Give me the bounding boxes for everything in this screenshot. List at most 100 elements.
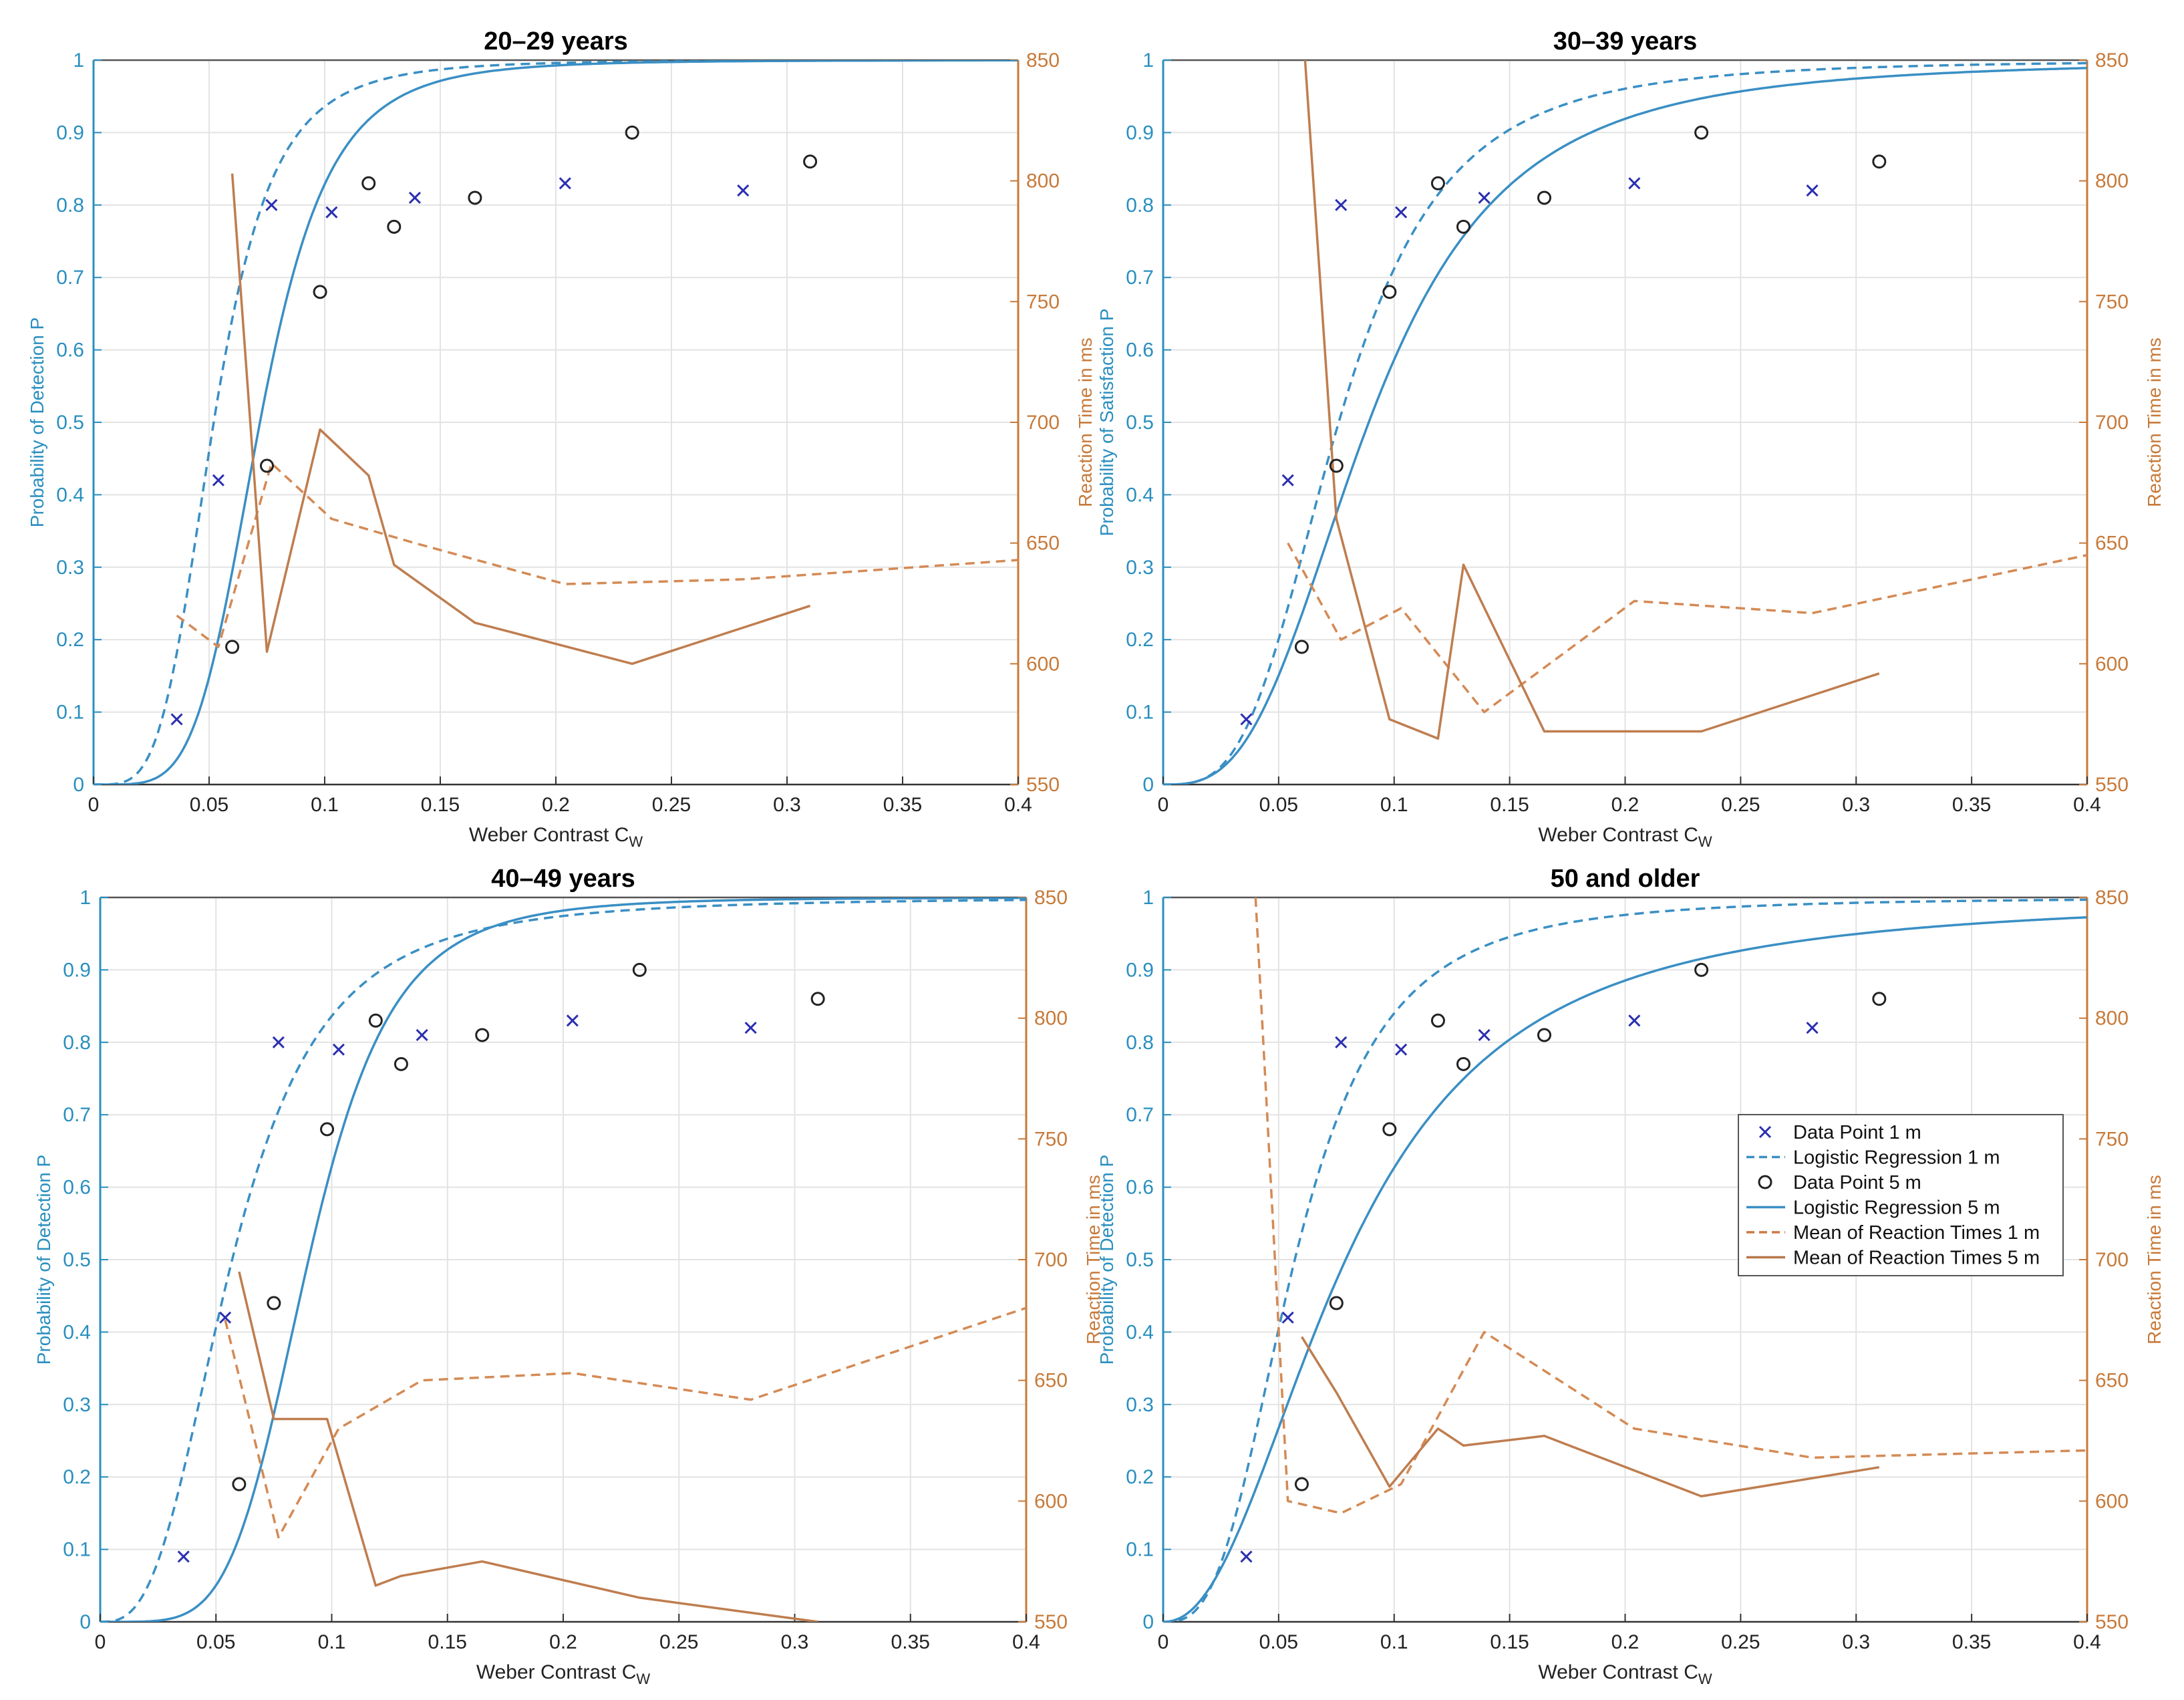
x-axis-label-main: Weber Contrast C bbox=[1538, 1661, 1698, 1683]
x-tick-label: 0.35 bbox=[1952, 794, 1991, 816]
data-point-1m-marker bbox=[1281, 1311, 1294, 1324]
x-tick-label: 0.25 bbox=[1721, 1631, 1760, 1653]
y2-tick-label: 800 bbox=[1034, 1008, 1068, 1030]
x-tick-label: 0.3 bbox=[1842, 1631, 1870, 1653]
data-point-5m-marker bbox=[1382, 285, 1397, 299]
y2-tick-label: 750 bbox=[2095, 291, 2129, 313]
x-tick-label: 0.25 bbox=[659, 1631, 698, 1653]
data-point-5m-marker bbox=[1694, 125, 1709, 140]
data-point-1m-marker bbox=[1806, 1022, 1819, 1034]
y-tick-label: 0.4 bbox=[56, 484, 84, 506]
y-tick-label: 0.5 bbox=[1126, 1249, 1154, 1271]
y-tick-label: 0.2 bbox=[1126, 1466, 1154, 1488]
x-tick-label: 0.05 bbox=[1259, 1631, 1298, 1653]
data-point-5m-marker bbox=[468, 190, 482, 205]
data-point-5m-marker bbox=[1430, 176, 1445, 190]
y2-axis-label: Reaction Time in ms bbox=[2144, 337, 2165, 507]
x-tick-label: 0.25 bbox=[652, 794, 691, 816]
y-axis-label: Probability of Detection P bbox=[1096, 1155, 1117, 1365]
data-point-1m-marker bbox=[559, 177, 571, 190]
data-point-5m-marker bbox=[1872, 992, 1887, 1006]
chart-title: 50 and older bbox=[1551, 865, 1700, 893]
data-point-1m-marker bbox=[1395, 1043, 1408, 1056]
data-point-5m-marker bbox=[1294, 1477, 1309, 1492]
y-tick-label: 0.9 bbox=[1126, 959, 1154, 981]
x-axis-label: Weber Contrast CW bbox=[476, 1661, 651, 1687]
y-tick-label: 0.8 bbox=[56, 194, 84, 217]
y-tick-label: 0.3 bbox=[63, 1394, 91, 1416]
y-tick-label: 0.5 bbox=[56, 412, 84, 434]
x-axis-label-main: Weber Contrast C bbox=[469, 824, 629, 846]
x-tick-label: 0.4 bbox=[2073, 794, 2101, 816]
chart-panel-2: 0 0.05 0.1 0.15 0.2 0.25 0.3 0.35 0.4 0 0.1 0.2 0.3 0… bbox=[1096, 27, 2165, 850]
y-tick-label: 0.6 bbox=[56, 339, 84, 362]
reaction-time-5m-line bbox=[238, 1271, 818, 1622]
y-tick-label: 0.1 bbox=[56, 702, 84, 724]
x-tick-label: 0 bbox=[95, 1631, 106, 1653]
y-tick-label: 0.6 bbox=[63, 1177, 91, 1199]
legend-label: Mean of Reaction Times 1 m bbox=[1793, 1222, 2040, 1244]
legend-label: Data Point 1 m bbox=[1793, 1122, 1921, 1143]
data-point-1m-marker bbox=[416, 1028, 428, 1042]
y2-axis-label: Reaction Time in ms bbox=[1083, 1175, 1104, 1344]
x-tick-label: 0.4 bbox=[2073, 1631, 2101, 1653]
data-point-1m-marker bbox=[1281, 474, 1294, 486]
x-tick-label: 0.2 bbox=[549, 1631, 577, 1653]
data-point-1m-marker bbox=[737, 184, 750, 197]
x-tick-label: 0.3 bbox=[1842, 794, 1870, 816]
x-axis-label: Weber Contrast CW bbox=[1538, 1661, 1712, 1687]
y2-tick-label: 850 bbox=[1034, 887, 1068, 909]
x-axis-label-subscript: W bbox=[636, 1671, 650, 1687]
y2-tick-label: 700 bbox=[1026, 412, 1060, 434]
data-point-5m-marker bbox=[260, 458, 274, 473]
legend: Data Point 1 m Logistic Regression 1 m Dat… bbox=[1738, 1114, 2064, 1276]
reaction-time-1m-line bbox=[224, 1306, 1026, 1539]
y-tick-label: 0.3 bbox=[56, 557, 84, 579]
legend-label: Logistic Regression 5 m bbox=[1793, 1197, 2000, 1219]
y2-tick-label: 600 bbox=[2095, 653, 2129, 675]
data-point-5m-marker bbox=[1456, 1056, 1470, 1071]
y-tick-label: 0 bbox=[1142, 1611, 1154, 1633]
y-tick-label: 0.7 bbox=[1126, 267, 1154, 289]
data-point-5m-marker bbox=[368, 1013, 383, 1028]
x-tick-label: 0.05 bbox=[196, 1631, 235, 1653]
data-point-5m-marker bbox=[1294, 640, 1309, 654]
data-point-1m-marker bbox=[1628, 177, 1641, 190]
y-tick-label: 1 bbox=[80, 887, 91, 909]
x-tick-label: 0.1 bbox=[1380, 1631, 1408, 1653]
data-point-5m-marker bbox=[1694, 962, 1709, 977]
x-axis-label: Weber Contrast CW bbox=[1538, 824, 1712, 850]
data-point-5m-marker bbox=[1329, 458, 1344, 473]
y-tick-label: 0.2 bbox=[1126, 629, 1154, 651]
data-point-1m-marker bbox=[212, 474, 224, 486]
logistic-regression-5m-line bbox=[1163, 915, 2087, 1622]
x-tick-label: 0 bbox=[1158, 1631, 1169, 1653]
y2-tick-label: 700 bbox=[1034, 1249, 1068, 1271]
data-point-5m-marker bbox=[1430, 1013, 1445, 1028]
logistic-regression-5m-line bbox=[1163, 67, 2087, 785]
y-tick-label: 0.9 bbox=[1126, 122, 1154, 144]
x-tick-label: 0.35 bbox=[891, 1631, 930, 1653]
data-point-5m-marker bbox=[313, 285, 327, 299]
grid-lines bbox=[100, 897, 1027, 1622]
x-tick-label: 0.15 bbox=[1490, 1631, 1529, 1653]
y-axis-label: Probability of Detection P bbox=[33, 1155, 54, 1365]
x-tick-label: 0.2 bbox=[542, 794, 570, 816]
y-tick-label: 0.1 bbox=[1126, 1539, 1154, 1561]
y2-tick-label: 800 bbox=[2095, 1008, 2129, 1030]
data-point-5m-marker bbox=[387, 219, 402, 234]
y2-tick-label: 650 bbox=[2095, 533, 2129, 555]
data-point-1m-marker bbox=[566, 1014, 579, 1027]
y-axis-label: Probability of Satisfaction P bbox=[1096, 309, 1117, 537]
x-tick-label: 0.35 bbox=[883, 794, 922, 816]
y-tick-label: 1 bbox=[1142, 49, 1154, 72]
data-point-5m-marker bbox=[361, 176, 376, 190]
data-point-1m-marker bbox=[1806, 184, 1819, 197]
reaction-time-5m-line bbox=[1303, 60, 1880, 740]
y-axis-label: Probability of Detection P bbox=[27, 317, 47, 527]
data-point-1m-marker bbox=[1335, 198, 1348, 211]
y-tick-label: 0.7 bbox=[63, 1104, 91, 1126]
y-tick-label: 0.5 bbox=[63, 1249, 91, 1271]
data-point-1m-marker bbox=[325, 206, 338, 219]
